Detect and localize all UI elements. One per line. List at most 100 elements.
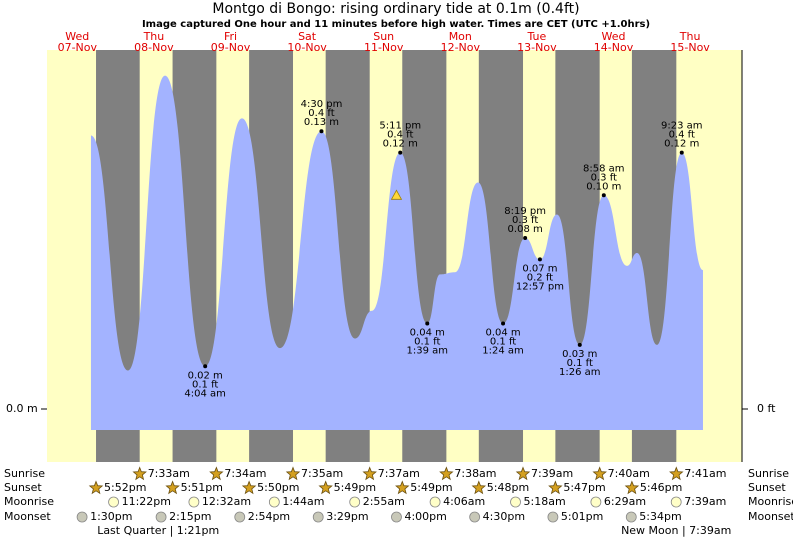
extreme-label: 9:23 am xyxy=(661,121,703,132)
extreme-label: 0.1 ft xyxy=(490,337,516,348)
moonrise-icon xyxy=(188,496,200,508)
row-time: 1:44am xyxy=(282,495,324,508)
row-time: 5:48pm xyxy=(487,481,529,494)
extreme-dot xyxy=(523,236,528,241)
extreme-label: 0.4 ft xyxy=(387,130,413,141)
extreme-dot xyxy=(537,257,542,262)
y2-tick-label: 0 ft xyxy=(757,402,776,415)
day-date: 15-Nov xyxy=(670,41,710,54)
sunset-icon xyxy=(165,480,180,495)
day-name: Thu xyxy=(143,30,165,43)
moon-phase: Last Quarter | 1:21pm xyxy=(97,524,219,537)
moonset-icon xyxy=(76,511,88,523)
day-date: 13-Nov xyxy=(517,41,557,54)
row-time: 7:35am xyxy=(301,467,343,480)
row-time: 5:18am xyxy=(524,495,566,508)
row-time: 4:30pm xyxy=(483,510,525,523)
sunset-icon xyxy=(88,480,104,495)
extreme-label: 0.3 ft xyxy=(591,172,617,183)
extreme-label: 0.10 m xyxy=(586,181,621,192)
extreme-label: 8:58 am xyxy=(583,163,625,174)
extreme-dot xyxy=(601,193,606,198)
extreme-label: 0.2 ft xyxy=(527,272,553,283)
chart-title: Montgo di Bongo: rising ordinary tide at… xyxy=(212,1,579,17)
row-label: Sunrise xyxy=(4,467,45,480)
day-name: Tue xyxy=(527,30,547,43)
extreme-label: 5:11 pm xyxy=(379,121,421,132)
day-date: 08-Nov xyxy=(134,41,174,54)
row-time: 5:01pm xyxy=(561,510,603,523)
day-name: Mon xyxy=(449,30,472,43)
day-date: 09-Nov xyxy=(211,41,251,54)
row-time: 7:40am xyxy=(608,467,650,480)
day-date: 10-Nov xyxy=(287,41,327,54)
extreme-dot xyxy=(501,321,506,326)
sunset-icon xyxy=(395,480,410,495)
moonset-icon xyxy=(625,511,637,523)
sunrise-icon xyxy=(669,466,684,481)
extreme-label: 0.12 m xyxy=(383,139,418,150)
row-time: 1:30pm xyxy=(90,510,132,523)
extreme-label: 12:57 pm xyxy=(516,281,564,292)
row-time: 6:29am xyxy=(604,495,646,508)
day-date: 07-Nov xyxy=(58,41,98,54)
row-time: 7:38am xyxy=(454,467,496,480)
row-time: 3:29pm xyxy=(326,510,368,523)
row-time: 5:46pm xyxy=(640,481,682,494)
sunrise-icon xyxy=(362,466,377,481)
extreme-label: 4:30 pm xyxy=(301,99,343,110)
extreme-label: 1:26 am xyxy=(559,367,601,378)
sunset-icon xyxy=(471,480,487,495)
sunrise-icon xyxy=(592,466,607,481)
row-label: Sunset xyxy=(4,481,42,494)
extreme-label: 0.1 ft xyxy=(192,379,218,390)
chart-subtitle: Image captured One hour and 11 minutes b… xyxy=(142,19,650,30)
moonrise-icon xyxy=(670,496,682,508)
row-time: 2:54pm xyxy=(248,510,290,523)
row-time: 7:39am xyxy=(684,495,726,508)
day-name: Fri xyxy=(224,30,237,43)
moonrise-icon xyxy=(590,496,602,508)
row-time: 7:39am xyxy=(531,467,573,480)
row-label: Moonrise xyxy=(4,495,54,508)
row-time: 7:33am xyxy=(148,467,190,480)
row-time: 5:49pm xyxy=(410,481,452,494)
sunrise-icon xyxy=(209,466,224,481)
extreme-label: 1:24 am xyxy=(482,346,524,357)
moonset-icon xyxy=(469,511,481,523)
extreme-label: 0.07 m xyxy=(522,263,557,274)
extreme-label: 0.4 ft xyxy=(669,130,695,141)
row-label: Sunrise xyxy=(748,467,789,480)
day-date: 14-Nov xyxy=(594,41,634,54)
sunset-icon xyxy=(624,480,640,495)
extreme-dot xyxy=(203,364,208,369)
moonrise-icon xyxy=(349,496,361,508)
extreme-label: 0.1 ft xyxy=(567,358,593,369)
row-time: 5:51pm xyxy=(181,481,223,494)
extreme-label: 0.12 m xyxy=(664,139,699,150)
row-time: 2:15pm xyxy=(169,510,211,523)
moonrise-icon xyxy=(429,496,441,508)
row-label: Moonset xyxy=(4,510,51,523)
sunset-icon xyxy=(318,480,333,495)
moonrise-icon xyxy=(108,496,119,508)
moon-phase: New Moon | 7:39am xyxy=(621,524,731,537)
extreme-dot xyxy=(319,129,324,134)
row-time: 11:22pm xyxy=(122,495,171,508)
extreme-dot xyxy=(425,321,430,326)
extreme-dot xyxy=(398,150,403,155)
extreme-dot xyxy=(577,342,582,347)
day-name: Wed xyxy=(602,30,626,43)
row-time: 2:55am xyxy=(363,495,405,508)
row-time: 5:50pm xyxy=(257,481,299,494)
extreme-label: 0.13 m xyxy=(304,117,339,128)
extreme-label: 0.4 ft xyxy=(308,108,334,119)
row-time: 12:32am xyxy=(202,495,251,508)
extreme-label: 0.03 m xyxy=(562,349,597,360)
sunset-icon xyxy=(241,480,257,495)
row-time: 7:41am xyxy=(684,467,726,480)
sunrise-icon xyxy=(132,466,147,481)
moonrise-icon xyxy=(510,496,521,508)
day-name: Wed xyxy=(65,30,89,43)
